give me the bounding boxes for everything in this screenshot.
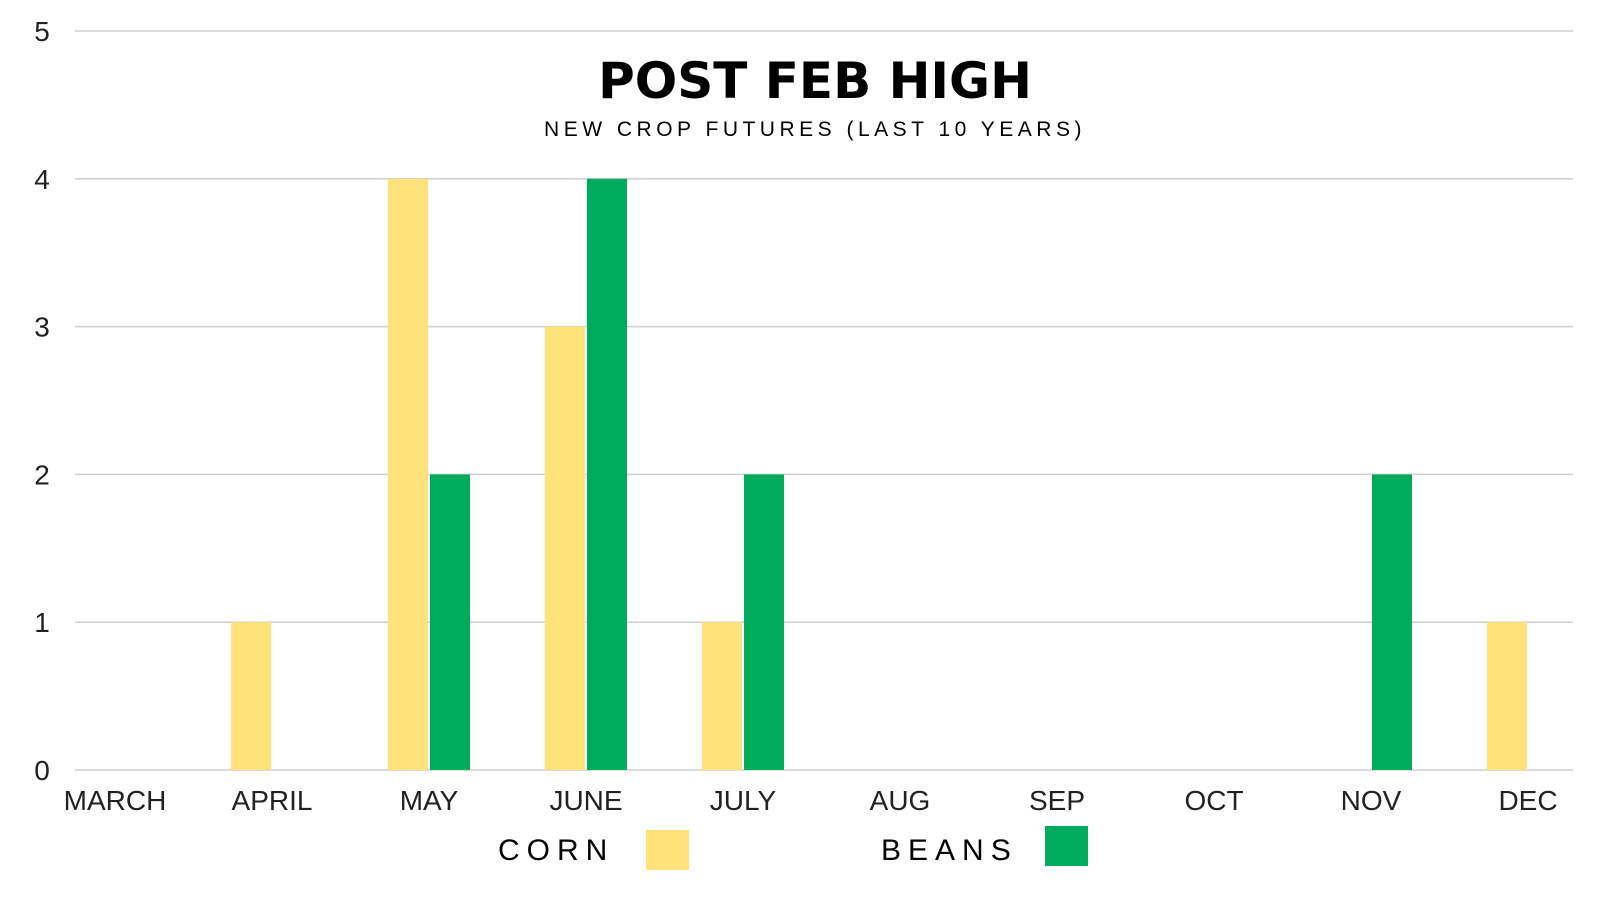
x-tick-label: JULY [710,785,777,816]
bar-beans-july [744,474,784,770]
legend-label-corn: CORN [498,834,614,867]
y-tick-label: 3 [34,312,50,343]
x-tick-label: MAY [400,785,459,816]
bar-corn-may [388,178,428,771]
bar-corn-july [702,622,742,770]
y-tick-label: 5 [34,16,50,47]
x-tick-label: SEP [1029,785,1085,816]
y-tick-label: 4 [34,164,50,195]
y-tick-label: 1 [34,607,50,638]
bar-corn-june [545,326,585,770]
x-tick-label: AUG [870,785,931,816]
legend-swatch-corn [646,830,689,870]
x-tick-label: DEC [1498,785,1557,816]
bar-beans-june [587,178,627,771]
x-tick-label: MARCH [64,785,167,816]
legend-swatch-beans [1045,826,1088,866]
bar-beans-may [430,474,470,770]
y-tick-label: 2 [34,459,50,490]
bar-corn-dec [1487,622,1527,770]
bars [231,178,1527,771]
y-axis-ticks: 0 1 2 3 4 5 [34,16,50,786]
chart-subtitle: NEW CROP FUTURES (LAST 10 YEARS) [544,118,1086,141]
legend-label-beans: BEANS [881,834,1018,867]
x-tick-label: APRIL [232,785,313,816]
chart-title: POST FEB HIGH [598,52,1032,110]
bar-corn-april [231,622,271,770]
x-tick-label: OCT [1184,785,1243,816]
x-axis-ticks: MARCH APRIL MAY JUNE JULY AUG SEP OCT NOV DEC [64,785,1558,816]
y-tick-label: 0 [34,755,50,786]
legend: CORN BEANS [498,826,1088,870]
x-tick-label: JUNE [549,785,622,816]
gridlines [75,30,1573,771]
bar-beans-nov [1372,474,1412,770]
x-tick-label: NOV [1341,785,1402,816]
